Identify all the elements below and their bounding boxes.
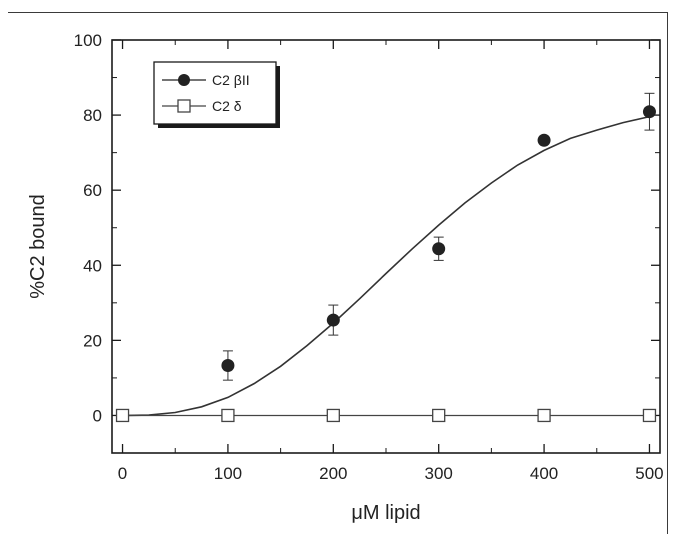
data-point (221, 408, 235, 423)
data-point (537, 408, 551, 423)
data-point (642, 408, 657, 423)
y-tick-label: 60 (83, 181, 102, 200)
data-point (642, 105, 656, 119)
series-layer (115, 92, 657, 423)
y-tick-label: 0 (93, 406, 102, 425)
data-point (537, 133, 551, 147)
legend-label: C2 βII (212, 72, 250, 88)
data-point (432, 242, 446, 256)
legend-marker (178, 74, 190, 86)
legend-label: C2 δ (212, 98, 242, 114)
y-axis-label: %C2 bound (27, 194, 49, 299)
y-tick-label: 40 (83, 256, 102, 275)
data-point (221, 359, 235, 373)
figure-frame (8, 12, 668, 534)
data-point (326, 408, 340, 423)
legend-box (153, 61, 277, 125)
x-tick-label: 500 (635, 464, 663, 483)
data-point (326, 313, 340, 327)
x-tick-label: 0 (118, 464, 127, 483)
fit-curve (122, 115, 650, 417)
data-point (432, 408, 446, 423)
axis-ticks: 0 100 200 300 400 500 0 20 40 60 80 100 (74, 31, 664, 483)
fit-curve-layer (122, 115, 650, 417)
x-axis-label: μM lipid (351, 502, 420, 524)
x-tick-label: 200 (319, 464, 347, 483)
y-tick-label: 20 (83, 331, 102, 350)
x-tick-label: 300 (425, 464, 453, 483)
y-tick-label: 80 (83, 106, 102, 125)
x-tick-label: 100 (214, 464, 242, 483)
legend: C2 βII C2 δ (153, 61, 280, 128)
data-point (115, 408, 130, 423)
x-tick-label: 400 (530, 464, 558, 483)
y-tick-label: 100 (74, 31, 102, 50)
legend-marker (177, 99, 191, 113)
